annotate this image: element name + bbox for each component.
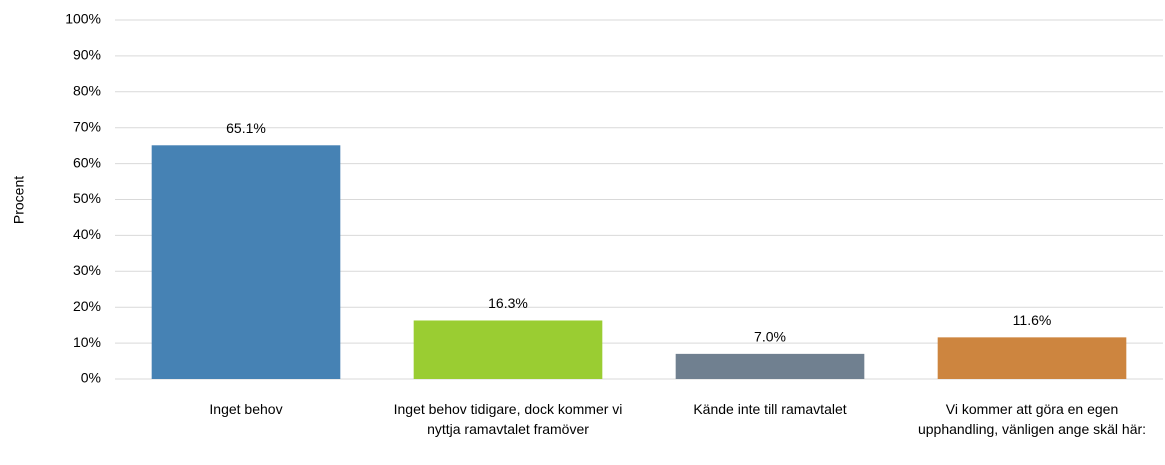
y-tick-label: 0% (81, 370, 101, 386)
y-axis-label: Procent (11, 176, 27, 224)
x-tick-label: Vi kommer att göra en egen upphandling, … (917, 401, 1147, 437)
data-label: 11.6% (1013, 312, 1052, 328)
x-tick-label: Inget behov tidigare, dock kommer vi nyt… (393, 401, 623, 437)
data-label: 65.1% (226, 120, 266, 136)
y-tick-label: 40% (73, 226, 101, 242)
data-label: 7.0% (754, 329, 786, 345)
data-label: 16.3% (488, 295, 528, 311)
y-tick-label: 30% (73, 262, 101, 278)
y-tick-label: 100% (65, 11, 101, 27)
y-tick-label: 70% (73, 118, 101, 134)
x-tick-label: Inget behov (209, 401, 283, 417)
bar (413, 320, 603, 379)
bar (937, 337, 1127, 379)
y-tick-label: 80% (73, 83, 101, 99)
x-tick-label: Kände inte till ramavtalet (693, 401, 847, 417)
bar (151, 145, 341, 379)
bar (675, 353, 865, 379)
y-tick-label: 50% (73, 190, 101, 206)
y-tick-label: 60% (73, 154, 101, 170)
y-tick-label: 20% (73, 298, 101, 314)
y-tick-label: 90% (73, 47, 101, 63)
y-tick-label: 10% (73, 334, 101, 350)
